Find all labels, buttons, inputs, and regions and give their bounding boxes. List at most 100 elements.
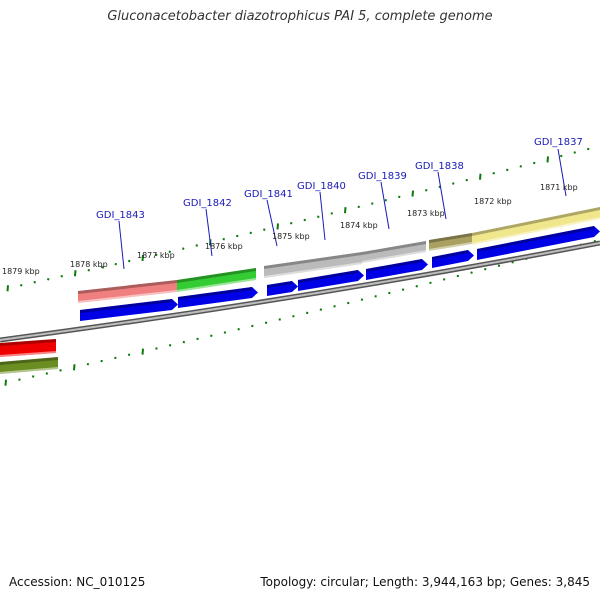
cds-arrow-1837[interactable] — [477, 226, 600, 260]
feature-shade — [362, 241, 426, 255]
tick-mark — [195, 244, 198, 247]
tick-mark — [74, 270, 77, 277]
tick-mark — [251, 324, 254, 328]
gene-pointer-line — [118, 220, 125, 270]
cds-arrow-body — [477, 226, 600, 260]
tick-mark — [45, 372, 49, 375]
tick-mark — [33, 281, 36, 284]
accession-text: Accession: NC_010125 — [9, 575, 146, 589]
tick-mark — [560, 154, 563, 158]
feature-gloss — [177, 278, 256, 292]
gene-feature-1837[interactable] — [472, 207, 600, 245]
gene-label-gdi-1839[interactable]: GDI_1839 — [358, 171, 407, 182]
cds-arrow-shade — [477, 226, 594, 252]
gene-pointer-line — [319, 191, 326, 241]
gene-feature-1840[interactable] — [362, 241, 426, 263]
kbp-label: 1877 kbp — [137, 251, 175, 260]
gene-feature-1841[interactable] — [264, 252, 362, 278]
map-title: Gluconacetobacter diazotrophicus PAI 5, … — [107, 9, 493, 24]
kbp-label: 1872 kbp — [474, 197, 512, 206]
kbp-label: 1874 kbp — [340, 221, 378, 230]
tick-mark — [506, 168, 509, 172]
gene-label-gdi-1842[interactable]: GDI_1842 — [183, 198, 232, 209]
feature-shade — [429, 233, 472, 243]
tick-mark — [344, 207, 347, 214]
cds-arrow-body — [178, 287, 258, 308]
tick-mark — [333, 305, 336, 308]
feature-gloss — [0, 351, 56, 357]
tick-mark — [264, 321, 268, 324]
tick-mark — [497, 264, 501, 267]
tick-mark — [87, 268, 90, 272]
gene-feature-1838[interactable] — [429, 233, 472, 251]
tick-mark — [60, 275, 63, 278]
tick-mark — [290, 221, 293, 225]
backbone-track — [0, 240, 600, 343]
tick-mark — [319, 308, 323, 311]
tick-mark — [374, 295, 377, 298]
gene-feature-1842[interactable] — [177, 268, 256, 292]
gene-feature-red[interactable] — [0, 339, 56, 357]
tick-mark — [425, 188, 428, 192]
tick-mark — [357, 205, 360, 209]
tick-mark — [360, 298, 364, 301]
tick-mark — [465, 178, 468, 182]
feature-gloss — [472, 217, 600, 245]
tick-mark — [73, 364, 76, 371]
tick-mark — [442, 278, 446, 281]
tick-mark — [415, 284, 418, 288]
tick-mark — [317, 215, 320, 218]
tick-mark — [114, 356, 117, 360]
tick-mark — [371, 202, 374, 205]
tick-mark — [196, 337, 199, 341]
cds-arrow-shade — [178, 287, 252, 300]
cds-arrow-1840[interactable] — [298, 270, 364, 291]
tick-mark — [452, 182, 455, 185]
gene-feature-olive[interactable] — [0, 357, 58, 374]
feature-shade — [472, 207, 600, 236]
gene-label-gdi-1837[interactable]: GDI_1837 — [534, 137, 583, 148]
tick-mark — [141, 348, 144, 355]
tick-mark — [114, 262, 117, 266]
feature-shade — [0, 357, 58, 365]
tick-mark — [155, 347, 158, 350]
tick-mark — [470, 271, 473, 274]
tick-mark — [388, 291, 391, 295]
tick-mark — [492, 172, 495, 175]
cds-track[interactable] — [80, 226, 600, 321]
feature-body — [429, 233, 472, 251]
gene-label-gdi-1840[interactable]: GDI_1840 — [297, 181, 346, 192]
feature-body — [264, 252, 362, 278]
cds-arrow-1843[interactable] — [80, 299, 178, 321]
gene-pointer-line — [380, 181, 390, 230]
tick-mark — [484, 267, 487, 271]
feature-shade — [0, 339, 56, 346]
tick-mark — [86, 362, 90, 366]
cds-arrow-1839[interactable] — [366, 259, 428, 280]
cds-arrow-1842[interactable] — [178, 287, 258, 308]
tick-mark — [292, 314, 295, 318]
tick-mark — [263, 228, 266, 231]
cds-arrow-1838[interactable] — [432, 250, 474, 268]
tick-mark — [101, 265, 104, 269]
tick-mark — [398, 195, 401, 199]
tick-mark — [401, 288, 405, 291]
tick-mark — [303, 218, 306, 222]
cds-arrow-1841[interactable] — [267, 281, 298, 296]
tick-mark — [305, 311, 309, 315]
kbp-label: 1875 kbp — [272, 232, 310, 241]
tick-mark — [573, 151, 576, 154]
cds-arrow-body — [298, 270, 364, 291]
feature-track[interactable] — [0, 207, 600, 374]
tick-mark — [278, 318, 281, 321]
gene-label-gdi-1843[interactable]: GDI_1843 — [96, 210, 145, 221]
tick-mark — [330, 212, 333, 215]
feature-gloss — [362, 250, 426, 263]
gene-label-gdi-1841[interactable]: GDI_1841 — [244, 189, 293, 200]
tick-mark — [182, 340, 186, 344]
gene-feature-1843[interactable] — [78, 280, 177, 303]
cds-arrow-shade — [432, 250, 468, 260]
kbp-label: 1871 kbp — [540, 183, 578, 192]
gene-label-gdi-1838[interactable]: GDI_1838 — [415, 161, 464, 172]
